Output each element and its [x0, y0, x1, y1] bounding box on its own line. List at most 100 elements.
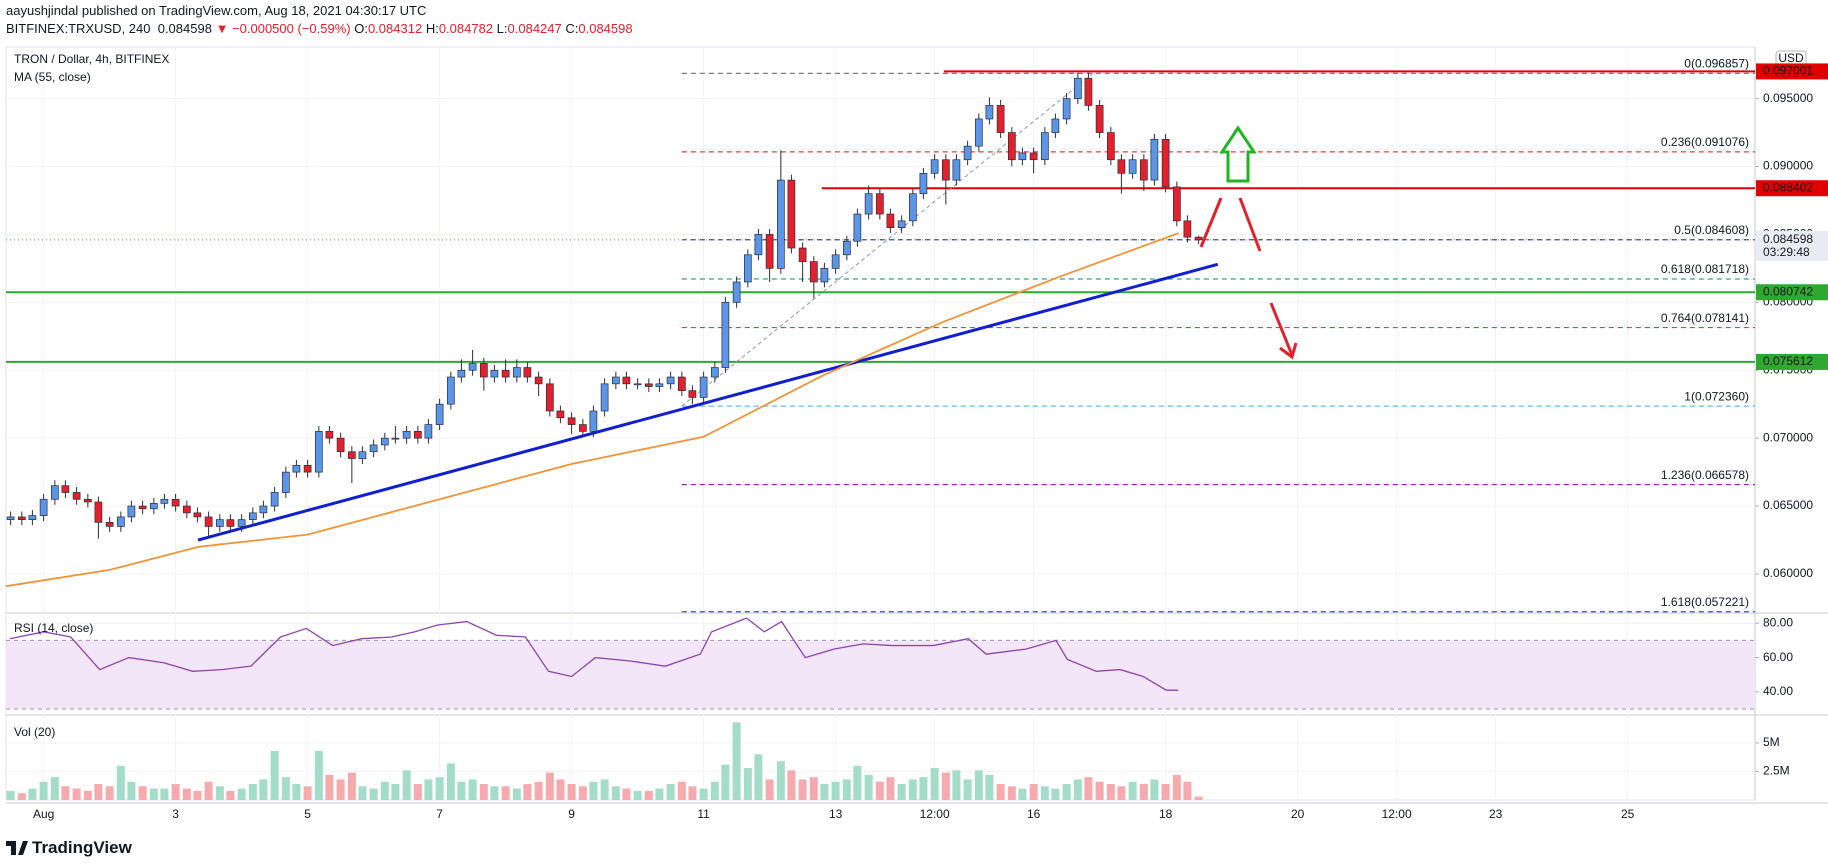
candle-body — [105, 522, 114, 527]
candle-body — [545, 383, 554, 412]
candle-body — [644, 383, 653, 387]
candle-body — [116, 516, 125, 527]
y-tick-label: 80.00 — [1763, 615, 1793, 629]
x-tick-label: 13 — [829, 807, 843, 821]
volume-bar — [853, 765, 862, 800]
candle-body — [798, 247, 807, 262]
volume-bar — [875, 781, 884, 800]
volume-bar — [952, 770, 961, 800]
volume-bar — [677, 781, 686, 800]
price-tag-label: 0.075612 — [1763, 354, 1813, 368]
volume-bar — [149, 788, 158, 800]
volume-bar — [50, 777, 59, 800]
candle-body — [985, 105, 994, 120]
volume-bar — [72, 788, 81, 800]
red-stroke — [1199, 197, 1223, 248]
volume-bar — [193, 790, 202, 800]
candle-body — [523, 367, 532, 378]
volume-bar — [534, 781, 543, 800]
ma-legend: MA (55, close) — [14, 70, 91, 84]
volume-bar — [1095, 781, 1104, 800]
x-tick-label: 3 — [172, 807, 179, 821]
candle-body — [358, 451, 367, 459]
candle-body — [237, 519, 246, 527]
price-tag-label: 0.088402 — [1763, 180, 1813, 194]
candle-body — [996, 105, 1005, 133]
volume-bar — [105, 786, 114, 800]
x-tick-label: 7 — [436, 807, 443, 821]
candle-body — [182, 505, 191, 514]
candle-body — [501, 369, 510, 378]
volume-bar — [61, 786, 70, 800]
last-price-label: 0.084598 — [1763, 232, 1813, 246]
volume-bar — [622, 788, 631, 800]
candle-body — [468, 363, 477, 371]
y-tick-label: 40.00 — [1763, 684, 1793, 698]
volume-bar — [424, 779, 433, 800]
candle-body — [567, 417, 576, 425]
candle-body — [248, 512, 257, 520]
volume-bar — [644, 790, 653, 800]
candle-body — [226, 519, 235, 527]
volume-bar — [6, 790, 15, 800]
volume-bar — [1139, 784, 1148, 800]
ma-line — [5, 232, 1180, 588]
candle-body — [919, 172, 928, 195]
price: 0.084598 — [157, 21, 212, 36]
candle-body — [215, 519, 224, 527]
candle-body — [952, 159, 961, 181]
price-tag — [1756, 353, 1828, 370]
ohlc-value: 0.084782 — [438, 21, 494, 36]
fib-label: 0.236(0.091076) — [1661, 135, 1749, 149]
x-tick-label: 12:00 — [920, 807, 950, 821]
fib-label: 1(0.072360) — [1684, 389, 1749, 403]
volume-bar — [1029, 784, 1038, 800]
volume-bar — [545, 772, 554, 800]
candle-body — [699, 376, 708, 398]
candle-body — [710, 367, 719, 378]
candle-body — [1073, 77, 1082, 99]
price-tag — [1756, 284, 1828, 301]
volume-bar — [270, 750, 279, 800]
volume-bar — [1172, 774, 1181, 800]
price-tag-label: 0.080742 — [1763, 284, 1813, 298]
candle-body — [490, 369, 499, 378]
volume-bar — [402, 770, 411, 800]
publisher: aayushjindal published on TradingView.co… — [6, 3, 427, 18]
candle-body — [1095, 105, 1104, 133]
volume-bar — [985, 774, 994, 800]
y-tick-label: 0.060000 — [1763, 566, 1813, 580]
candle-body — [754, 234, 763, 256]
candle-body — [732, 281, 741, 303]
volume-bar — [776, 761, 785, 800]
volume-bar — [908, 779, 917, 800]
candle-body — [281, 471, 290, 493]
volume-bar — [237, 788, 246, 800]
volume-bar — [303, 786, 312, 800]
volume-bar — [490, 786, 499, 800]
candle-body — [369, 444, 378, 453]
volume-bar — [897, 784, 906, 800]
candle-body — [347, 451, 356, 459]
ohlc-label: H: — [425, 21, 439, 36]
volume-bar — [1117, 786, 1126, 800]
volume-bar — [325, 774, 334, 800]
volume-bar — [556, 779, 565, 800]
candle-body — [1117, 159, 1126, 174]
candle-body — [600, 383, 609, 412]
candle-body — [1183, 220, 1192, 238]
volume-bar — [699, 788, 708, 800]
x-tick-label: Aug — [33, 807, 54, 821]
down-arrow — [1269, 302, 1294, 356]
volume-bar — [479, 784, 488, 800]
candle-body — [303, 464, 312, 473]
x-tick-label: 5 — [304, 807, 311, 821]
candle-body — [633, 383, 642, 386]
candle-body — [534, 376, 543, 385]
x-tick-label: 20 — [1291, 807, 1305, 821]
candle-body — [259, 505, 268, 514]
candle-body — [94, 501, 103, 523]
candle-body — [1139, 159, 1148, 181]
candle-body — [6, 516, 15, 520]
volume-bar — [215, 786, 224, 800]
